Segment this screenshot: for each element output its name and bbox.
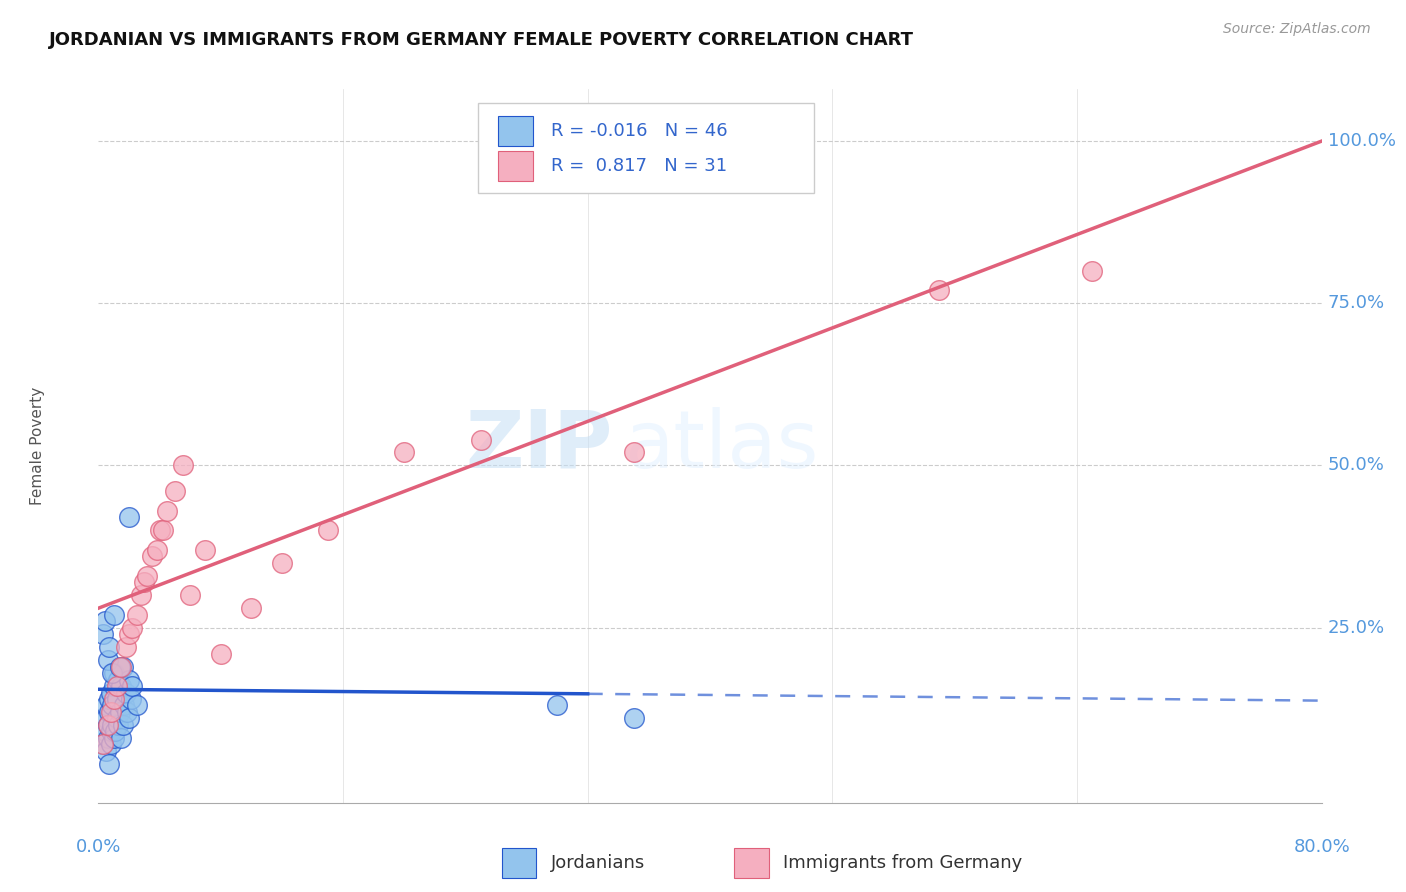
Point	[194, 542, 217, 557]
Point	[98, 705, 121, 719]
Point	[100, 705, 122, 719]
Bar	[498, 116, 533, 145]
Point	[125, 698, 148, 713]
Point	[98, 692, 121, 706]
Point	[118, 711, 141, 725]
Point	[623, 445, 645, 459]
Text: atlas: atlas	[624, 407, 818, 485]
Point	[97, 731, 120, 745]
Point	[101, 698, 124, 713]
Point	[104, 724, 127, 739]
Point	[108, 705, 131, 719]
Point	[115, 640, 138, 654]
Point	[94, 711, 117, 725]
Point	[1081, 264, 1104, 278]
Point	[145, 542, 167, 557]
Point	[125, 607, 148, 622]
Point	[115, 685, 138, 699]
Point	[103, 731, 125, 745]
Point	[136, 568, 159, 582]
Point	[97, 653, 120, 667]
Point	[546, 698, 568, 713]
Point	[209, 647, 232, 661]
Point	[118, 510, 141, 524]
Text: 75.0%: 75.0%	[1327, 294, 1385, 312]
Point	[111, 718, 134, 732]
Point	[98, 640, 121, 654]
FancyBboxPatch shape	[478, 103, 814, 193]
Text: Female Poverty: Female Poverty	[30, 387, 45, 505]
Point	[93, 724, 115, 739]
Point	[101, 666, 124, 681]
Text: ZIP: ZIP	[465, 407, 612, 485]
Bar	[734, 848, 769, 879]
Text: Jordanians: Jordanians	[551, 855, 645, 872]
Text: 100.0%: 100.0%	[1327, 132, 1396, 150]
Point	[156, 504, 179, 518]
Point	[101, 718, 124, 732]
Point	[91, 738, 114, 752]
Point	[118, 673, 141, 687]
Point	[392, 445, 416, 459]
Point	[134, 575, 156, 590]
Point	[91, 627, 114, 641]
Point	[98, 756, 121, 771]
Point	[316, 524, 339, 538]
Point	[172, 458, 194, 473]
Point	[105, 679, 128, 693]
Point	[623, 711, 645, 725]
Text: 0.0%: 0.0%	[76, 838, 121, 855]
Point	[270, 556, 292, 570]
Point	[240, 601, 263, 615]
Point	[93, 614, 115, 628]
Text: R =  0.817   N = 31: R = 0.817 N = 31	[551, 157, 727, 175]
Point	[107, 718, 129, 732]
Point	[163, 484, 186, 499]
Point	[110, 679, 132, 693]
Point	[141, 549, 163, 564]
Point	[179, 588, 201, 602]
Point	[103, 692, 125, 706]
Point	[118, 627, 141, 641]
Text: 50.0%: 50.0%	[1327, 457, 1385, 475]
Point	[100, 685, 122, 699]
Point	[470, 433, 492, 447]
Point	[105, 711, 128, 725]
Point	[94, 744, 117, 758]
Point	[120, 692, 142, 706]
Point	[97, 718, 120, 732]
Point	[91, 738, 114, 752]
Point	[110, 659, 132, 673]
Point	[149, 524, 172, 538]
Point	[97, 718, 120, 732]
Text: Source: ZipAtlas.com: Source: ZipAtlas.com	[1223, 22, 1371, 37]
Point	[108, 659, 131, 673]
Point	[110, 731, 132, 745]
Bar	[502, 848, 536, 879]
Point	[103, 607, 125, 622]
Text: 80.0%: 80.0%	[1294, 838, 1350, 855]
Point	[100, 738, 122, 752]
Point	[103, 679, 125, 693]
Point	[121, 621, 143, 635]
Text: JORDANIAN VS IMMIGRANTS FROM GERMANY FEMALE POVERTY CORRELATION CHART: JORDANIAN VS IMMIGRANTS FROM GERMANY FEM…	[49, 31, 914, 49]
Point	[121, 679, 143, 693]
Point	[94, 698, 117, 713]
Point	[117, 705, 139, 719]
Point	[107, 673, 129, 687]
Point	[928, 283, 950, 297]
Point	[112, 698, 135, 713]
Point	[152, 524, 174, 538]
Point	[100, 724, 122, 739]
Text: Immigrants from Germany: Immigrants from Germany	[783, 855, 1022, 872]
Point	[105, 692, 128, 706]
Point	[103, 666, 125, 681]
Bar	[498, 152, 533, 181]
Text: R = -0.016   N = 46: R = -0.016 N = 46	[551, 121, 728, 139]
Text: 25.0%: 25.0%	[1327, 619, 1385, 637]
Point	[129, 588, 152, 602]
Point	[111, 659, 134, 673]
